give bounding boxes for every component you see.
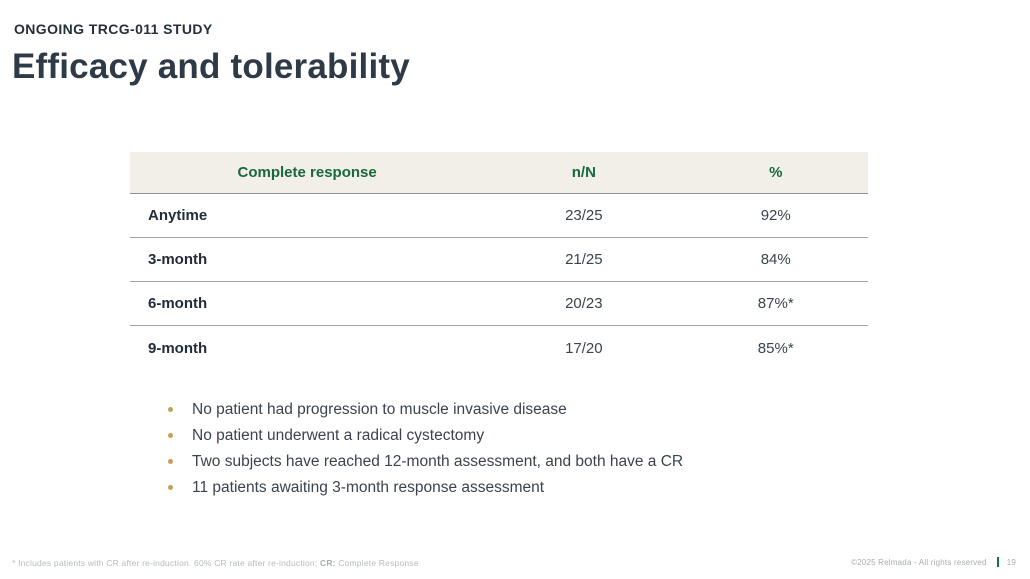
table-row-anytime: Anytime 23/25 92% xyxy=(130,194,868,238)
row-percent: 92% xyxy=(760,207,791,224)
footnote-abbr: CR: xyxy=(319,558,336,568)
study-eyebrow: ONGOING TRCG-011 STUDY xyxy=(14,21,213,37)
footnote-definition: Complete Response xyxy=(335,558,419,568)
bullet-icon xyxy=(168,433,173,438)
list-item: No patient had progression to muscle inv… xyxy=(168,398,683,424)
bullet-text: No patient had progression to muscle inv… xyxy=(192,401,567,418)
header-n-n: n/N xyxy=(571,164,596,181)
copyright-text: ©2025 Relmada - All rights reserved xyxy=(851,557,987,567)
bullet-icon xyxy=(168,407,173,412)
list-item: No patient underwent a radical cystectom… xyxy=(168,424,683,450)
bullet-text: Two subjects have reached 12-month asses… xyxy=(192,453,684,470)
header-complete-response: Complete response xyxy=(237,164,377,181)
bullet-icon xyxy=(168,459,173,464)
row-n-n: 21/25 xyxy=(565,251,603,268)
row-n-n: 20/23 xyxy=(565,295,603,312)
row-label: 9-month xyxy=(148,339,208,357)
page-number: 19 xyxy=(1006,557,1016,567)
table-header-row: Complete response n/N % xyxy=(130,152,868,194)
row-n-n: 23/25 xyxy=(565,207,603,224)
list-item: Two subjects have reached 12-month asses… xyxy=(168,450,683,476)
bullet-text: 11 patients awaiting 3-month response as… xyxy=(192,479,545,496)
row-label: 6-month xyxy=(148,295,208,312)
table-row-6-month: 6-month 20/23 87%* xyxy=(130,282,868,326)
key-findings-list: No patient had progression to muscle inv… xyxy=(168,398,683,502)
bullet-text: No patient underwent a radical cystectom… xyxy=(192,427,485,444)
row-n-n: 17/20 xyxy=(565,339,603,357)
row-percent: 84% xyxy=(760,251,791,268)
footer-separator xyxy=(996,557,999,567)
row-percent: 87%* xyxy=(757,295,794,312)
footnote-text: * Includes patients with CR after re-ind… xyxy=(12,558,320,568)
header-percent: % xyxy=(769,164,783,181)
list-item: 11 patients awaiting 3-month response as… xyxy=(168,476,683,502)
row-percent: 85%* xyxy=(757,339,794,357)
complete-response-table: Complete response n/N % Anytime 23/25 92… xyxy=(130,152,868,370)
table-row-3-month: 3-month 21/25 84% xyxy=(130,238,868,282)
footer-right: ©2025 Relmada - All rights reserved 19 xyxy=(851,557,1016,567)
footnote: * Includes patients with CR after re-ind… xyxy=(12,558,419,568)
bullet-icon xyxy=(168,485,173,490)
row-label: Anytime xyxy=(148,207,208,224)
row-label: 3-month xyxy=(148,251,208,268)
page-title: Efficacy and tolerability xyxy=(12,47,410,86)
table-row-9-month: 9-month 17/20 85%* xyxy=(130,326,868,370)
